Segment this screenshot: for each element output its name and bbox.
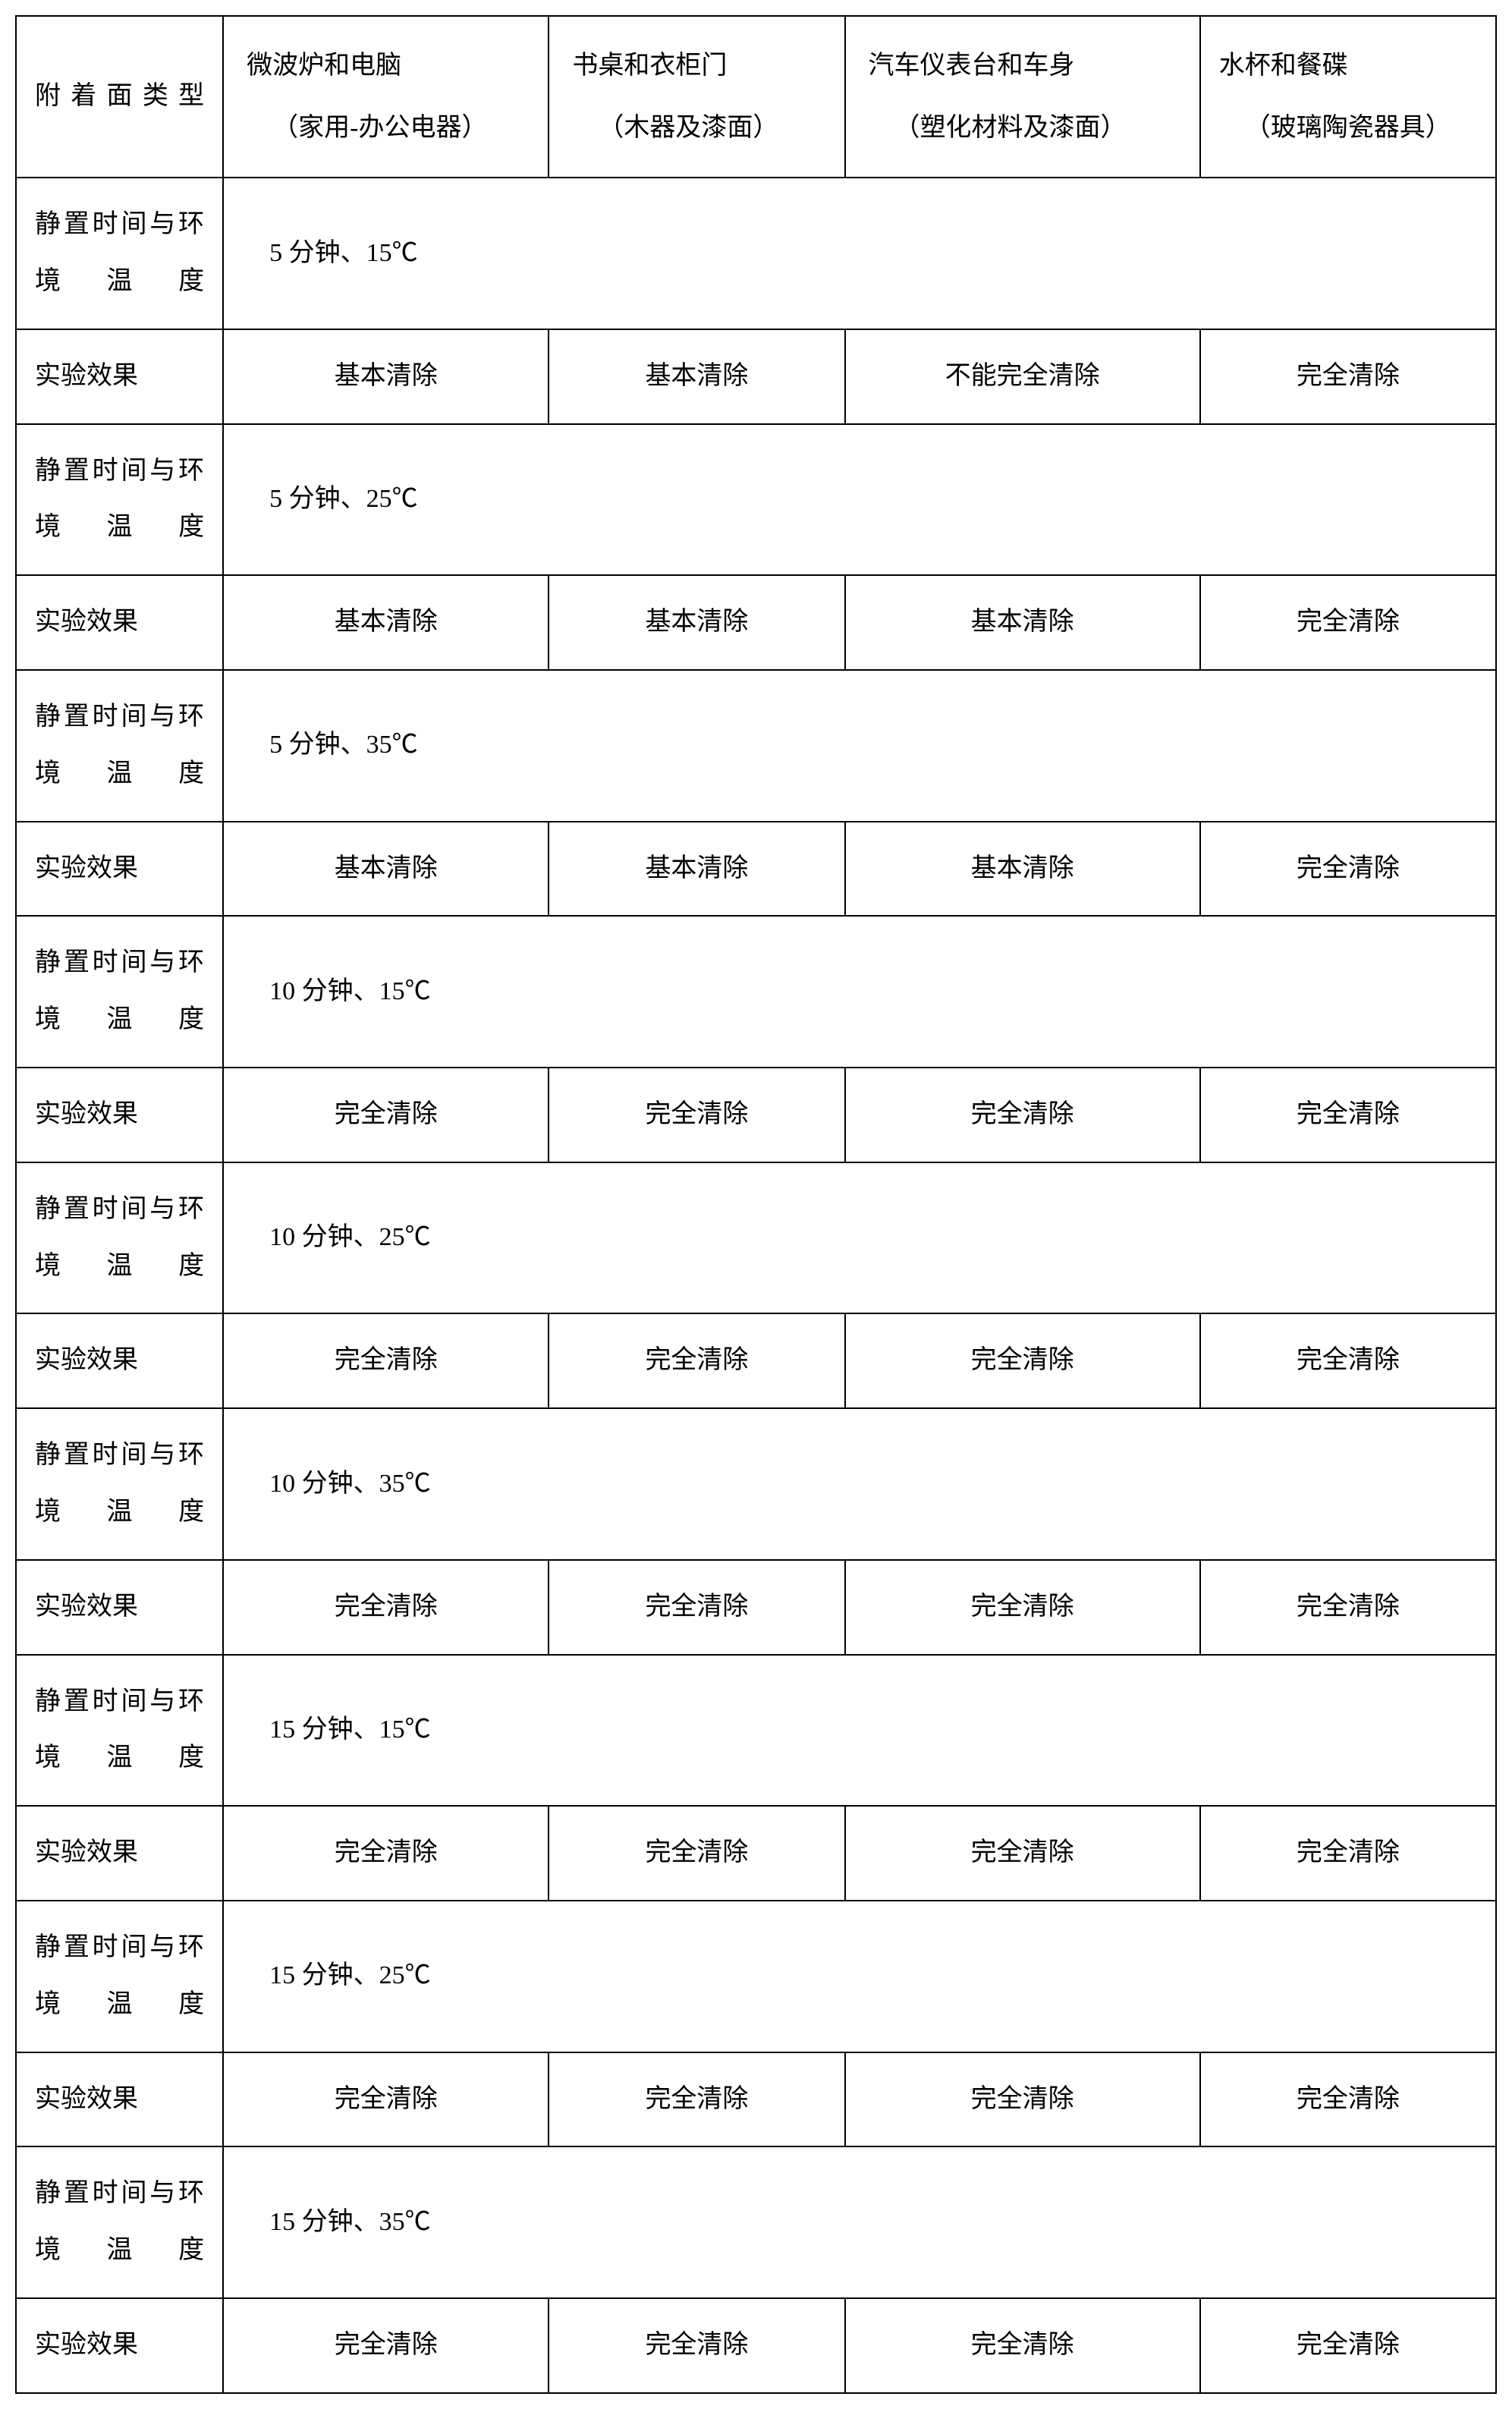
result-row: 实验效果完全清除完全清除完全清除完全清除 — [16, 1560, 1496, 1655]
header-column-main: 汽车仪表台和车身 — [869, 52, 1075, 80]
result-value-cell: 基本清除 — [223, 822, 549, 917]
result-value-cell: 完全清除 — [549, 1560, 844, 1655]
result-label-cell: 实验效果 — [16, 2298, 223, 2393]
header-column-cell: 微波炉和电脑 （家用-办公电器） — [223, 16, 549, 178]
result-value-cell: 完全清除 — [549, 1068, 844, 1162]
result-row: 实验效果完全清除完全清除完全清除完全清除 — [16, 2052, 1496, 2147]
result-value-cell: 完全清除 — [223, 1806, 549, 1901]
result-value-cell: 完全清除 — [549, 1313, 844, 1408]
condition-row: 静置时间与环境温度15 分钟、15℃ — [16, 1655, 1496, 1807]
result-value-cell: 完全清除 — [1200, 822, 1496, 917]
result-value-cell: 基本清除 — [549, 329, 844, 424]
header-column-cell: 汽车仪表台和车身 （塑化材料及漆面） — [845, 16, 1200, 178]
condition-label-cell: 静置时间与环境温度 — [16, 2146, 223, 2298]
condition-value-cell: 10 分钟、25℃ — [223, 1162, 1496, 1314]
condition-label-cell: 静置时间与环境温度 — [16, 916, 223, 1068]
result-value-cell: 完全清除 — [1200, 2298, 1496, 2393]
condition-label-cell: 静置时间与环境温度 — [16, 1655, 223, 1807]
condition-row: 静置时间与环境温度5 分钟、35℃ — [16, 670, 1496, 822]
condition-label-cell: 静置时间与环境温度 — [16, 1162, 223, 1314]
header-column-sub: （家用-办公电器） — [247, 97, 533, 159]
result-value-cell: 完全清除 — [1200, 1560, 1496, 1655]
result-value-cell: 基本清除 — [223, 575, 549, 670]
result-value-cell: 完全清除 — [845, 1806, 1200, 1901]
header-column-main: 书桌和衣柜门 — [572, 52, 727, 80]
result-value-cell: 完全清除 — [845, 1313, 1200, 1408]
condition-label-cell: 静置时间与环境温度 — [16, 1408, 223, 1560]
result-value-cell: 完全清除 — [1200, 575, 1496, 670]
result-label-cell: 实验效果 — [16, 1806, 223, 1901]
result-value-cell: 完全清除 — [845, 2052, 1200, 2147]
result-value-cell: 完全清除 — [223, 2052, 549, 2147]
result-row: 实验效果基本清除基本清除基本清除完全清除 — [16, 575, 1496, 670]
condition-value-cell: 15 分钟、35℃ — [223, 2146, 1496, 2298]
result-row: 实验效果基本清除基本清除基本清除完全清除 — [16, 822, 1496, 917]
condition-label-cell: 静置时间与环境温度 — [16, 424, 223, 576]
condition-value-cell: 10 分钟、35℃ — [223, 1408, 1496, 1560]
result-row: 实验效果完全清除完全清除完全清除完全清除 — [16, 1313, 1496, 1408]
result-value-cell: 完全清除 — [1200, 1806, 1496, 1901]
result-value-cell: 不能完全清除 — [845, 329, 1200, 424]
result-value-cell: 完全清除 — [1200, 1313, 1496, 1408]
result-value-cell: 完全清除 — [549, 1806, 844, 1901]
condition-value-cell: 10 分钟、15℃ — [223, 916, 1496, 1068]
condition-row: 静置时间与环境温度5 分钟、25℃ — [16, 424, 1496, 576]
result-value-cell: 完全清除 — [845, 1068, 1200, 1162]
result-value-cell: 完全清除 — [223, 1313, 549, 1408]
header-column-sub: （玻璃陶瓷器具） — [1219, 97, 1480, 159]
condition-row: 静置时间与环境温度5 分钟、15℃ — [16, 178, 1496, 329]
result-value-cell: 完全清除 — [223, 2298, 549, 2393]
condition-label-cell: 静置时间与环境温度 — [16, 670, 223, 822]
result-label-cell: 实验效果 — [16, 1313, 223, 1408]
experiment-table: 附着面类型微波炉和电脑 （家用-办公电器） 书桌和衣柜门 （木器及漆面） 汽车仪表台和车… — [15, 15, 1497, 2394]
condition-value-cell: 5 分钟、15℃ — [223, 178, 1496, 329]
result-value-cell: 完全清除 — [845, 2298, 1200, 2393]
condition-label-cell: 静置时间与环境温度 — [16, 178, 223, 329]
result-value-cell: 完全清除 — [549, 2298, 844, 2393]
condition-row: 静置时间与环境温度10 分钟、25℃ — [16, 1162, 1496, 1314]
result-label-cell: 实验效果 — [16, 1068, 223, 1162]
result-value-cell: 基本清除 — [549, 822, 844, 917]
result-label-cell: 实验效果 — [16, 822, 223, 917]
condition-value-cell: 5 分钟、35℃ — [223, 670, 1496, 822]
condition-value-cell: 5 分钟、25℃ — [223, 424, 1496, 576]
result-label-cell: 实验效果 — [16, 2052, 223, 2147]
result-row: 实验效果完全清除完全清除完全清除完全清除 — [16, 2298, 1496, 2393]
header-column-main: 水杯和餐碟 — [1219, 52, 1348, 80]
result-label-cell: 实验效果 — [16, 575, 223, 670]
result-row: 实验效果完全清除完全清除完全清除完全清除 — [16, 1806, 1496, 1901]
condition-row: 静置时间与环境温度10 分钟、35℃ — [16, 1408, 1496, 1560]
result-row: 实验效果完全清除完全清除完全清除完全清除 — [16, 1068, 1496, 1162]
result-value-cell: 基本清除 — [223, 329, 549, 424]
condition-row: 静置时间与环境温度10 分钟、15℃ — [16, 916, 1496, 1068]
header-label-cell: 附着面类型 — [16, 16, 223, 178]
result-value-cell: 完全清除 — [1200, 1068, 1496, 1162]
result-label-cell: 实验效果 — [16, 1560, 223, 1655]
result-value-cell: 基本清除 — [845, 822, 1200, 917]
condition-label-cell: 静置时间与环境温度 — [16, 1901, 223, 2052]
header-column-cell: 书桌和衣柜门 （木器及漆面） — [549, 16, 844, 178]
result-row: 实验效果基本清除基本清除不能完全清除完全清除 — [16, 329, 1496, 424]
result-value-cell: 完全清除 — [223, 1068, 549, 1162]
result-value-cell: 完全清除 — [845, 1560, 1200, 1655]
table-header-row: 附着面类型微波炉和电脑 （家用-办公电器） 书桌和衣柜门 （木器及漆面） 汽车仪表台和车… — [16, 16, 1496, 178]
header-column-sub: （塑化材料及漆面） — [869, 97, 1184, 159]
result-value-cell: 完全清除 — [549, 2052, 844, 2147]
condition-row: 静置时间与环境温度15 分钟、35℃ — [16, 2146, 1496, 2298]
result-value-cell: 完全清除 — [1200, 329, 1496, 424]
result-value-cell: 完全清除 — [223, 1560, 549, 1655]
condition-row: 静置时间与环境温度15 分钟、25℃ — [16, 1901, 1496, 2052]
header-column-cell: 水杯和餐碟 （玻璃陶瓷器具） — [1200, 16, 1496, 178]
header-column-main: 微波炉和电脑 — [247, 52, 401, 80]
result-value-cell: 基本清除 — [845, 575, 1200, 670]
result-value-cell: 基本清除 — [549, 575, 844, 670]
condition-value-cell: 15 分钟、15℃ — [223, 1655, 1496, 1807]
result-value-cell: 完全清除 — [1200, 2052, 1496, 2147]
condition-value-cell: 15 分钟、25℃ — [223, 1901, 1496, 2052]
result-label-cell: 实验效果 — [16, 329, 223, 424]
header-column-sub: （木器及漆面） — [572, 97, 828, 159]
